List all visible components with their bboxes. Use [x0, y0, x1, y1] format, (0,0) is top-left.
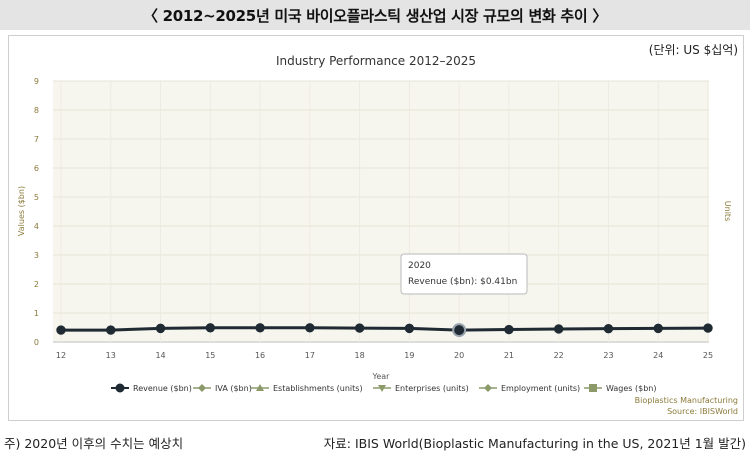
y-tick-label: 1 — [34, 309, 39, 318]
legend-label: Establishments (units) — [273, 384, 363, 393]
x-tick-label: 15 — [205, 351, 215, 360]
tooltip-label: Revenue ($bn): $0.41bn — [408, 277, 517, 287]
y-tick-label: 0 — [34, 338, 39, 347]
revenue-series-line — [61, 326, 709, 332]
legend-marker-circle — [115, 383, 125, 393]
data-point[interactable] — [305, 323, 315, 333]
y-tick-label: 4 — [34, 222, 39, 231]
x-tick-label: 22 — [554, 351, 564, 360]
data-point[interactable] — [653, 323, 663, 334]
legend-marker-diamond — [484, 384, 492, 392]
credit-line1: Bioplastics Manufacturing — [635, 396, 738, 405]
chart-frame: (단위: US $십억) Industry Performance 2012–2… — [8, 35, 744, 421]
legend-item[interactable]: IVA ($bn) — [193, 384, 252, 393]
x-tick-label: 13 — [106, 351, 116, 360]
y-tick-labels: 0 1 2 3 4 5 6 7 8 9 — [34, 77, 39, 347]
x-axis-label: Year — [372, 372, 391, 381]
unit-note: (단위: US $십억) — [649, 43, 738, 57]
legend-item[interactable]: Establishments (units) — [251, 384, 363, 393]
x-tick-label: 24 — [653, 351, 663, 360]
legend-marker-triangle-down — [378, 385, 386, 392]
legend-item[interactable]: Revenue ($bn) — [111, 383, 192, 394]
y-tick-label: 7 — [34, 135, 39, 144]
tooltip-box — [400, 253, 528, 295]
legend-label: IVA ($bn) — [215, 384, 252, 393]
legend-label: Enterprises (units) — [395, 384, 469, 393]
legend-marker-square — [589, 384, 597, 392]
legend-label: Wages ($bn) — [606, 384, 657, 393]
y-axis-label: Values ($bn) — [17, 186, 26, 236]
data-point[interactable] — [56, 325, 66, 335]
data-point[interactable] — [106, 325, 116, 335]
x-tick-label: 18 — [355, 351, 365, 360]
x-tick-label: 25 — [703, 351, 713, 360]
x-tick-label: 23 — [603, 351, 613, 360]
data-point[interactable] — [504, 324, 514, 335]
legend-item[interactable]: Employment (units) — [479, 384, 580, 393]
tooltip: 2020 Revenue ($bn): $0.41bn — [400, 253, 528, 295]
legend: Revenue ($bn) IVA ($bn) Establishments (un… — [111, 383, 657, 394]
y2-axis-label: Units — [723, 201, 732, 221]
y-tick-label: 6 — [34, 164, 39, 173]
y-tick-label: 5 — [34, 193, 39, 202]
x-tick-label: 21 — [504, 351, 514, 360]
y-tick-label: 9 — [34, 77, 39, 86]
footnote: 주) 2020년 이후의 수치는 예상치 — [4, 436, 184, 451]
plot-area — [53, 81, 709, 342]
chart-svg: (단위: US $십억) Industry Performance 2012–2… — [17, 43, 738, 416]
y-tick-label: 3 — [34, 251, 39, 260]
data-point[interactable] — [603, 323, 614, 334]
x-tick-label: 17 — [305, 351, 315, 360]
data-point[interactable] — [553, 324, 564, 334]
data-point[interactable] — [155, 323, 166, 334]
data-point[interactable] — [205, 323, 216, 333]
data-point[interactable] — [255, 323, 265, 333]
source-text: 자료: IBIS World(Bioplastic Manufacturing … — [323, 436, 746, 451]
legend-marker-triangle — [256, 384, 264, 391]
data-point[interactable] — [404, 323, 415, 334]
grid-lines — [53, 80, 709, 343]
legend-label: Employment (units) — [501, 384, 580, 393]
data-point[interactable] — [354, 323, 365, 333]
legend-item[interactable]: Enterprises (units) — [373, 384, 469, 393]
revenue-points — [56, 323, 713, 338]
x-tick-label: 16 — [255, 351, 265, 360]
legend-marker-diamond — [198, 384, 206, 392]
tooltip-year: 2020 — [408, 261, 431, 271]
data-point[interactable] — [452, 323, 467, 338]
y-tick-label: 2 — [34, 280, 39, 289]
credit-line2: Source: IBISWorld — [667, 407, 738, 416]
chart-title: Industry Performance 2012–2025 — [276, 54, 476, 68]
x-tick-label: 12 — [56, 351, 66, 360]
legend-label: Revenue ($bn) — [133, 384, 192, 393]
x-tick-label: 20 — [454, 351, 464, 360]
banner-title: 〈 2012~2025년 미국 바이오플라스틱 생산업 시장 규모의 변화 추이… — [0, 0, 750, 30]
x-tick-labels: 12 13 14 15 16 17 18 19 20 21 22 23 24 25 — [56, 351, 713, 360]
x-tick-label: 14 — [155, 351, 165, 360]
x-tick-label: 19 — [404, 351, 414, 360]
legend-item[interactable]: Wages ($bn) — [584, 384, 657, 393]
y-tick-label: 8 — [34, 106, 39, 115]
data-point[interactable] — [703, 323, 713, 333]
